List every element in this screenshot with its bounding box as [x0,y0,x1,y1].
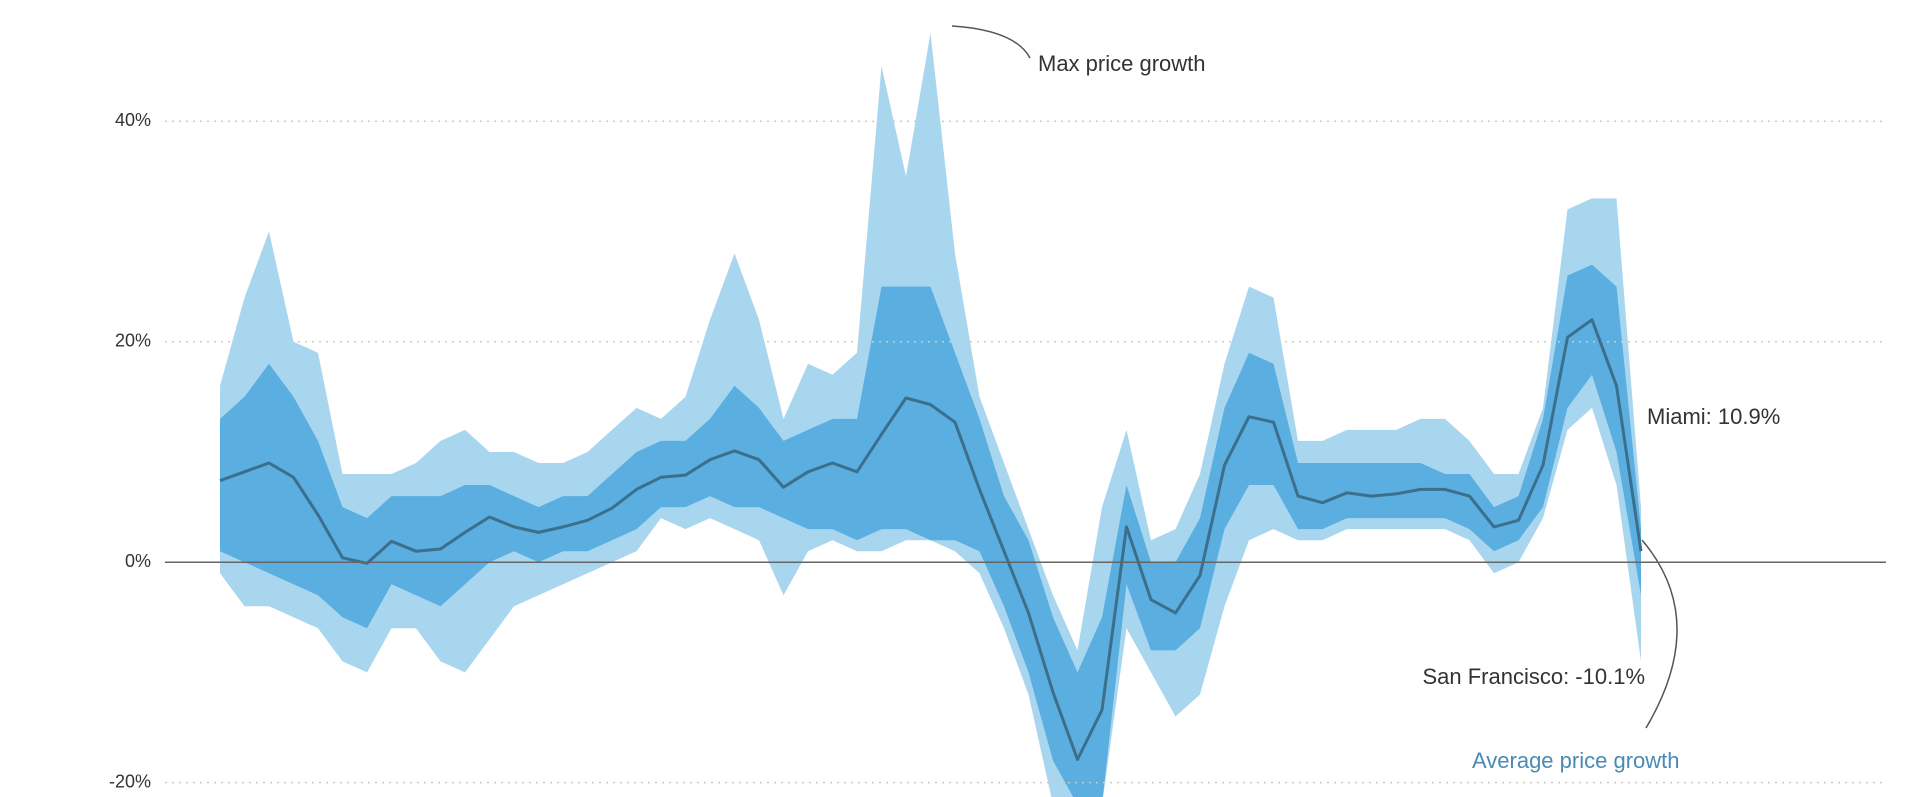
y-tick-label: 40% [115,110,151,130]
average-label: Average price growth [1472,748,1680,773]
band [220,264,1641,797]
y-tick-label: -20% [109,771,151,791]
y-tick-label: 20% [115,330,151,350]
max-label: Max price growth [1038,51,1206,76]
annotation: San Francisco: -10.1% [1422,664,1645,689]
annotation-leader [951,25,1031,59]
average-line [219,318,1643,761]
annotation: Miami: 10.9% [1647,404,1780,429]
annotation-leader [1641,539,1678,729]
y-tick-label: 0% [125,551,151,571]
